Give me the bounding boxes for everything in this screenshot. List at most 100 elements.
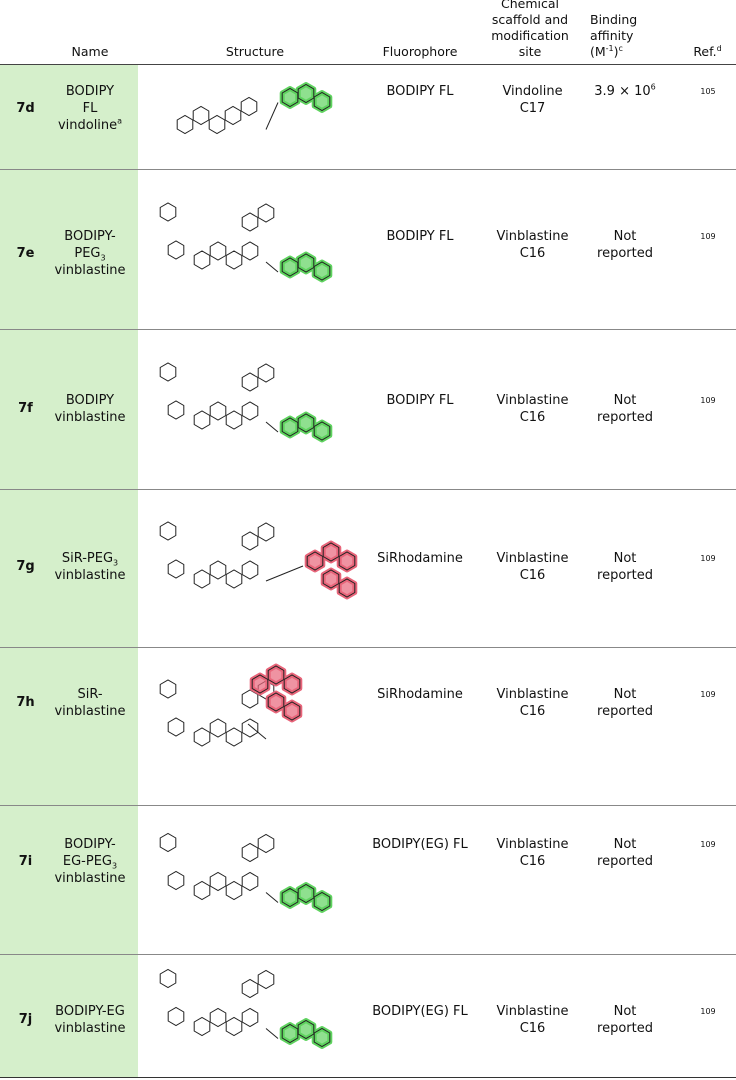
text: Not (613, 393, 637, 408)
ring (167, 240, 185, 260)
table-row: 7i BODIPY- EG-PEG3 vinblastine BODIPY(EG) FL… (0, 806, 736, 955)
ring (192, 105, 210, 126)
text: SiR-PEG (61, 551, 114, 566)
affinity: Not reported (585, 836, 665, 870)
scaffold: Vinblastine C16 (485, 836, 580, 870)
reference: 109 (700, 840, 716, 849)
ring (209, 1007, 227, 1028)
bond (265, 421, 279, 433)
text-line: vinblastine (42, 262, 138, 279)
text-line: vindolinea (42, 117, 138, 134)
highlight-column (0, 955, 138, 1077)
text: Not (613, 229, 637, 244)
bond (176, 96, 279, 135)
text-line: Ref.d (685, 44, 730, 60)
text-line: BODIPY (42, 392, 138, 409)
scaffold: Vinblastine C16 (485, 392, 580, 426)
reference: 109 (700, 554, 716, 563)
fluorophore: BODIPY(EG) FL (372, 837, 468, 852)
compound-name: BODIPY FL vindolinea (42, 83, 138, 134)
ring (297, 1019, 315, 1040)
text-line: BODIPY-EG (42, 1003, 138, 1020)
ring (193, 727, 211, 747)
text-line: vinblastine (42, 567, 138, 584)
scaffold: Vinblastine C16 (485, 550, 580, 584)
header-ref: Ref.d (685, 44, 730, 60)
ring (241, 1007, 259, 1028)
ring (297, 413, 315, 433)
scaffold: Vinblastine C16 (485, 1003, 580, 1037)
header-scaffold: Chemical scaffold and modification site (480, 0, 580, 60)
text: reported (597, 410, 653, 425)
text: PEG (74, 246, 101, 261)
ring (208, 114, 226, 135)
bond (265, 261, 279, 273)
highlight-column (0, 170, 138, 329)
ring (338, 578, 356, 598)
fluorophore: BODIPY(EG) FL (372, 1004, 468, 1019)
ring (241, 871, 259, 892)
text-line: reported (585, 853, 665, 870)
text-line: 3.9 × 106 (585, 83, 665, 100)
compound-name: BODIPY- EG-PEG3 vinblastine (42, 836, 138, 887)
text-line: Not (585, 550, 665, 567)
ring (167, 400, 185, 420)
text: site (518, 44, 542, 59)
text-line: C16 (519, 246, 546, 261)
text: Binding (590, 12, 638, 27)
fluorophore: BODIPY FL (386, 229, 454, 244)
structure (159, 362, 333, 443)
bond (265, 565, 304, 582)
ring (297, 83, 315, 104)
scaffold: Vinblastine C16 (485, 228, 580, 262)
text-line: C16 (519, 568, 546, 583)
ring (241, 842, 259, 863)
ring (225, 250, 243, 270)
text-line: Vinblastine (496, 551, 569, 566)
bond (265, 892, 279, 903)
header-affinity: Binding affinity (M-1)c (590, 12, 660, 60)
affinity: Not reported (585, 686, 665, 720)
text: vinblastine (54, 704, 126, 719)
ring (225, 569, 243, 589)
ring (257, 363, 275, 383)
reference: 109 (700, 396, 716, 405)
text-line: reported (585, 567, 665, 584)
compound-name: BODIPY- PEG3 vinblastine (42, 228, 138, 279)
text-line: C16 (519, 704, 546, 719)
header-structure: Structure (225, 44, 285, 59)
text-line: reported (585, 409, 665, 426)
ring (283, 674, 301, 694)
ring (225, 1016, 243, 1037)
ring (257, 203, 275, 223)
bond (159, 521, 304, 589)
text: ) (613, 44, 619, 59)
bond (159, 362, 279, 433)
table-row: 7h SiR-vinblastine SiRhodamine Vinblastine C… (0, 648, 736, 806)
text: Not (613, 1004, 637, 1019)
text: Ref. (693, 44, 717, 59)
structure (159, 832, 333, 913)
ring (240, 96, 258, 117)
text-line: EG-PEG3 (42, 853, 138, 870)
text: modification (491, 28, 569, 43)
ring (167, 717, 185, 737)
ring (241, 531, 259, 551)
ring (209, 718, 227, 738)
ring (159, 362, 177, 382)
text: Chemical (501, 0, 559, 11)
compound-id: 7g (16, 559, 35, 574)
text-line: SiR- (42, 686, 138, 703)
text-line: SiR-PEG3 (42, 550, 138, 567)
ring (193, 410, 211, 430)
text-line: vinblastine (42, 870, 138, 887)
subscript: 3 (112, 861, 118, 871)
text: scaffold and (491, 12, 569, 27)
superscript: d (716, 43, 722, 53)
compound-name: BODIPY vinblastine (42, 392, 138, 426)
ring (241, 978, 259, 999)
table-row: 7e BODIPY- PEG3 vinblastine BODIPY FL Vinblas… (0, 170, 736, 330)
text-line: Not (585, 392, 665, 409)
ring (322, 542, 340, 562)
superscript: a (117, 116, 123, 126)
